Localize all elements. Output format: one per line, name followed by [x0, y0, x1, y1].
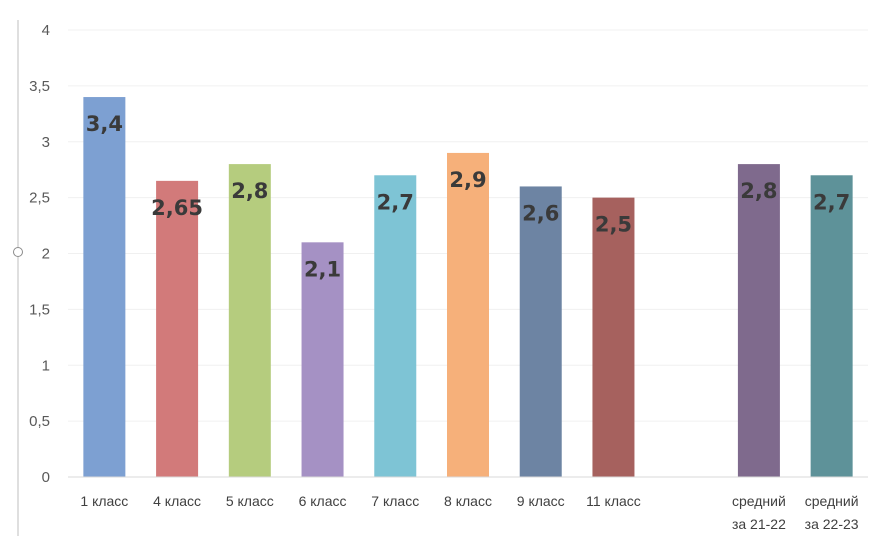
- x-category-label: 6 класс: [299, 493, 347, 509]
- y-tick-label: 3: [42, 134, 50, 151]
- x-category-label: средний: [805, 493, 859, 509]
- bar: [83, 97, 126, 478]
- bar: [156, 180, 199, 478]
- x-category-label: 5 класс: [226, 493, 274, 509]
- x-axis-labels: 1 класс 4 класс 5 класс 6 класс 7 класс 8 кла…: [80, 493, 858, 532]
- y-tick-label: 1: [42, 357, 50, 374]
- data-label: 2,65: [151, 196, 203, 220]
- y-tick-label: 2: [42, 246, 50, 263]
- data-label: 3,4: [86, 112, 123, 136]
- x-category-label: средний: [732, 493, 786, 509]
- x-category-label: за 22-23: [805, 516, 859, 532]
- bar: [810, 175, 853, 477]
- bars: [83, 97, 853, 478]
- data-label: 2,7: [813, 190, 850, 214]
- x-category-label: 11 класс: [586, 493, 641, 509]
- data-label: 2,9: [449, 168, 486, 192]
- y-tick-label: 0,5: [29, 413, 50, 430]
- bar: [447, 152, 489, 478]
- axis-handle: [13, 247, 23, 257]
- y-axis-ticks: 0 0,5 1 1,5 2 2,5 3 3,5 4: [29, 22, 50, 486]
- data-labels: 3,4 2,65 2,8 2,1 2,7 2,9 2,6 2,5 2,8 2,7: [86, 112, 850, 281]
- y-tick-label: 1,5: [29, 301, 50, 318]
- bar: [519, 186, 562, 477]
- data-label: 2,1: [304, 257, 341, 281]
- data-label: 2,8: [740, 179, 777, 203]
- bar: [737, 164, 780, 477]
- x-category-label: 4 класс: [153, 493, 201, 509]
- y-tick-label: 0: [42, 469, 50, 486]
- y-tick-label: 3,5: [29, 78, 50, 95]
- x-category-label: за 21-22: [732, 516, 786, 532]
- bar: [301, 242, 344, 477]
- data-label: 2,5: [595, 213, 632, 237]
- y-tick-label: 4: [42, 22, 50, 39]
- data-label: 2,7: [377, 190, 414, 214]
- x-category-label: 1 класс: [80, 493, 128, 509]
- bar: [592, 197, 635, 477]
- x-category-label: 7 класс: [371, 493, 419, 509]
- y-tick-label: 2,5: [29, 190, 50, 207]
- data-label: 2,6: [522, 201, 559, 225]
- data-label: 2,8: [231, 179, 268, 203]
- x-category-label: 8 класс: [444, 493, 492, 509]
- bar: [228, 164, 271, 477]
- x-category-label: 9 класс: [517, 493, 565, 509]
- bar: [374, 175, 417, 477]
